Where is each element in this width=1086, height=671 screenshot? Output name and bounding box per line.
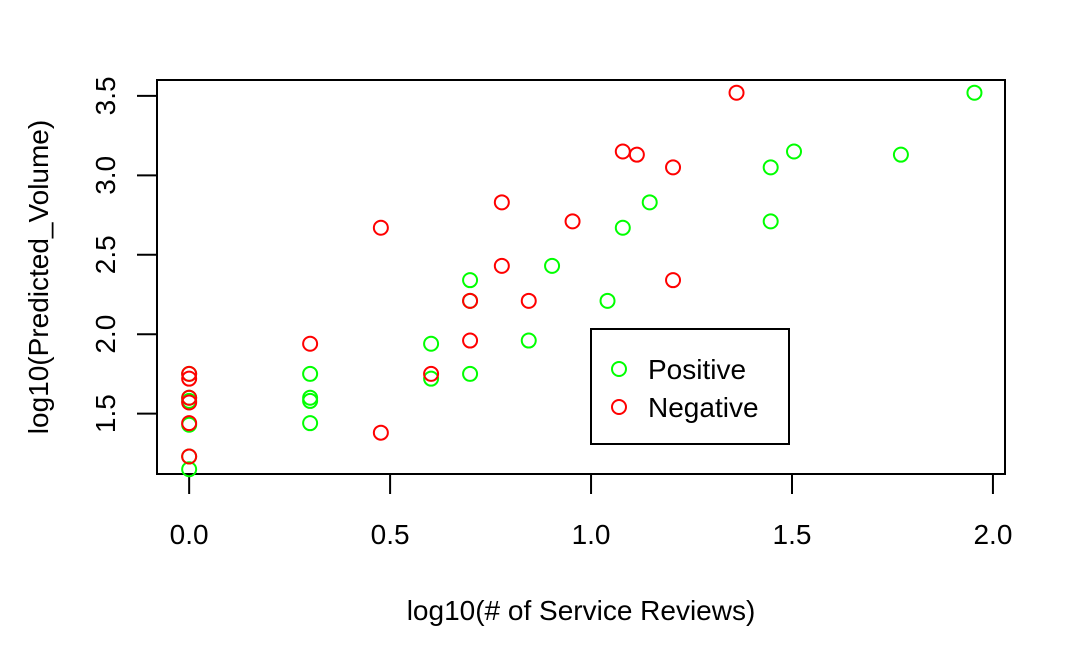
point-positive bbox=[614, 219, 631, 236]
y-tick-label: 2.5 bbox=[90, 235, 121, 274]
point-negative bbox=[423, 365, 440, 382]
point-positive bbox=[762, 159, 779, 176]
point-positive bbox=[762, 213, 779, 230]
x-axis-label: log10(# of Service Reviews) bbox=[407, 595, 756, 626]
point-negative bbox=[628, 146, 645, 163]
point-negative bbox=[564, 213, 581, 230]
point-negative bbox=[493, 257, 510, 274]
point-negative bbox=[181, 415, 198, 432]
data-points bbox=[181, 84, 983, 478]
point-negative bbox=[462, 292, 479, 309]
legend: Positive Negative bbox=[590, 328, 790, 445]
point-positive bbox=[423, 335, 440, 352]
x-tick-label: 1.5 bbox=[773, 519, 812, 550]
point-negative bbox=[614, 143, 631, 160]
y-axis: 1.5 2.0 2.5 3.0 3.5 bbox=[90, 76, 158, 433]
x-tick-label: 2.0 bbox=[973, 519, 1012, 550]
point-negative bbox=[181, 370, 198, 387]
y-tick-label: 1.5 bbox=[90, 394, 121, 433]
point-negative bbox=[665, 159, 682, 176]
point-positive bbox=[599, 292, 616, 309]
point-negative bbox=[372, 219, 389, 236]
point-positive bbox=[892, 146, 909, 163]
y-tick-label: 2.0 bbox=[90, 315, 121, 354]
x-tick-label: 0.0 bbox=[170, 519, 209, 550]
point-negative bbox=[728, 84, 745, 101]
plot-frame bbox=[156, 79, 1006, 475]
point-positive bbox=[462, 365, 479, 382]
point-negative bbox=[462, 332, 479, 349]
point-negative bbox=[302, 335, 319, 352]
point-positive bbox=[544, 257, 561, 274]
point-positive bbox=[786, 143, 803, 160]
y-axis-label: log10(Predicted_Volume) bbox=[23, 120, 54, 434]
point-positive bbox=[641, 194, 658, 211]
legend-marker-positive bbox=[611, 361, 627, 377]
point-positive bbox=[302, 415, 319, 432]
point-negative bbox=[493, 194, 510, 211]
x-tick-label: 1.0 bbox=[572, 519, 611, 550]
point-negative bbox=[665, 272, 682, 289]
y-tick-label: 3.0 bbox=[90, 156, 121, 195]
point-positive bbox=[302, 365, 319, 382]
point-negative bbox=[181, 394, 198, 411]
point-positive bbox=[302, 392, 319, 409]
point-positive bbox=[302, 389, 319, 406]
x-tick-label: 0.5 bbox=[371, 519, 410, 550]
legend-label-negative: Negative bbox=[648, 392, 759, 423]
point-negative bbox=[372, 424, 389, 441]
point-negative bbox=[181, 389, 198, 406]
point-positive bbox=[966, 84, 983, 101]
point-negative bbox=[181, 448, 198, 465]
legend-label-positive: Positive bbox=[648, 354, 746, 385]
point-positive bbox=[520, 332, 537, 349]
legend-box bbox=[590, 328, 790, 445]
point-negative bbox=[181, 365, 198, 382]
point-positive bbox=[181, 461, 198, 478]
legend-marker-negative bbox=[611, 399, 627, 415]
point-positive bbox=[462, 272, 479, 289]
point-negative bbox=[520, 292, 537, 309]
y-tick-label: 3.5 bbox=[90, 76, 121, 115]
x-axis: 0.0 0.5 1.0 1.5 2.0 bbox=[170, 473, 1012, 550]
point-positive bbox=[423, 370, 440, 387]
